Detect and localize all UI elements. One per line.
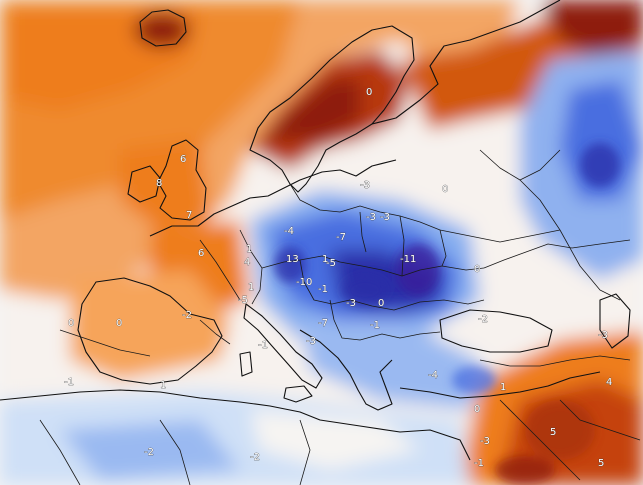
anomaly-label: -1 [370, 320, 380, 331]
anomaly-label: 0 [68, 318, 74, 329]
anomaly-label: 1 [160, 380, 166, 391]
anomaly-label: -7 [318, 318, 328, 329]
anomaly-label: 7 [186, 210, 192, 221]
anomaly-label: 13 [286, 254, 299, 265]
anomaly-label: -2 [144, 447, 154, 458]
anomaly-label: 6 [198, 248, 204, 259]
anomaly-label: 1 [322, 254, 328, 265]
anomaly-label: 0 [378, 298, 384, 309]
country-borders [39, 149, 641, 485]
anomaly-label: 6 [180, 154, 186, 165]
anomaly-label: -2 [250, 452, 260, 463]
anomaly-label: -10 [296, 277, 312, 288]
anomaly-label: -3 [306, 336, 316, 347]
anomaly-label: -4 [284, 226, 294, 237]
anomaly-label: -4 [428, 370, 438, 381]
anomaly-label: 1 [246, 244, 252, 255]
anomaly-label: 0 [474, 264, 480, 275]
anomaly-label: 5 [598, 458, 604, 469]
anomaly-label: -1 [64, 377, 74, 388]
anomaly-label: -5 [326, 258, 336, 269]
anomaly-label: -3 [366, 212, 376, 223]
anomaly-label: 4 [606, 377, 612, 388]
anomaly-label: 0 [474, 404, 480, 415]
anomaly-label: -2 [182, 310, 192, 321]
anomaly-label: 0 [442, 184, 448, 195]
anomaly-label: 1 [248, 282, 254, 293]
anomaly-label: -11 [400, 254, 416, 265]
anomaly-label: -3 [360, 180, 370, 191]
anomaly-label: -3 [380, 212, 390, 223]
anomaly-label: 8 [156, 178, 162, 189]
anomaly-label: -2 [478, 314, 488, 325]
anomaly-label: -3 [598, 330, 608, 341]
anomaly-label: -7 [336, 232, 346, 243]
anomaly-label: -1 [258, 340, 268, 351]
anomaly-label: 0 [116, 318, 122, 329]
anomaly-label: -1 [318, 284, 328, 295]
anomaly-detail [274, 143, 620, 484]
anomaly-label: 4 [244, 257, 250, 268]
anomaly-label: 1 [500, 382, 506, 393]
anomaly-label: -1 [474, 458, 484, 469]
anomaly-label: -3 [480, 436, 490, 447]
coastlines [0, 0, 631, 461]
anomaly-label: 0 [366, 87, 372, 98]
anomaly-label: 5 [550, 427, 556, 438]
anomaly-label: -3 [346, 298, 356, 309]
anomaly-labels: 6 7 8 6 4 1 1 -5 -4 13 -10 -5 -1 -7 -3 -… [64, 87, 613, 470]
anomaly-label: -5 [238, 295, 248, 306]
